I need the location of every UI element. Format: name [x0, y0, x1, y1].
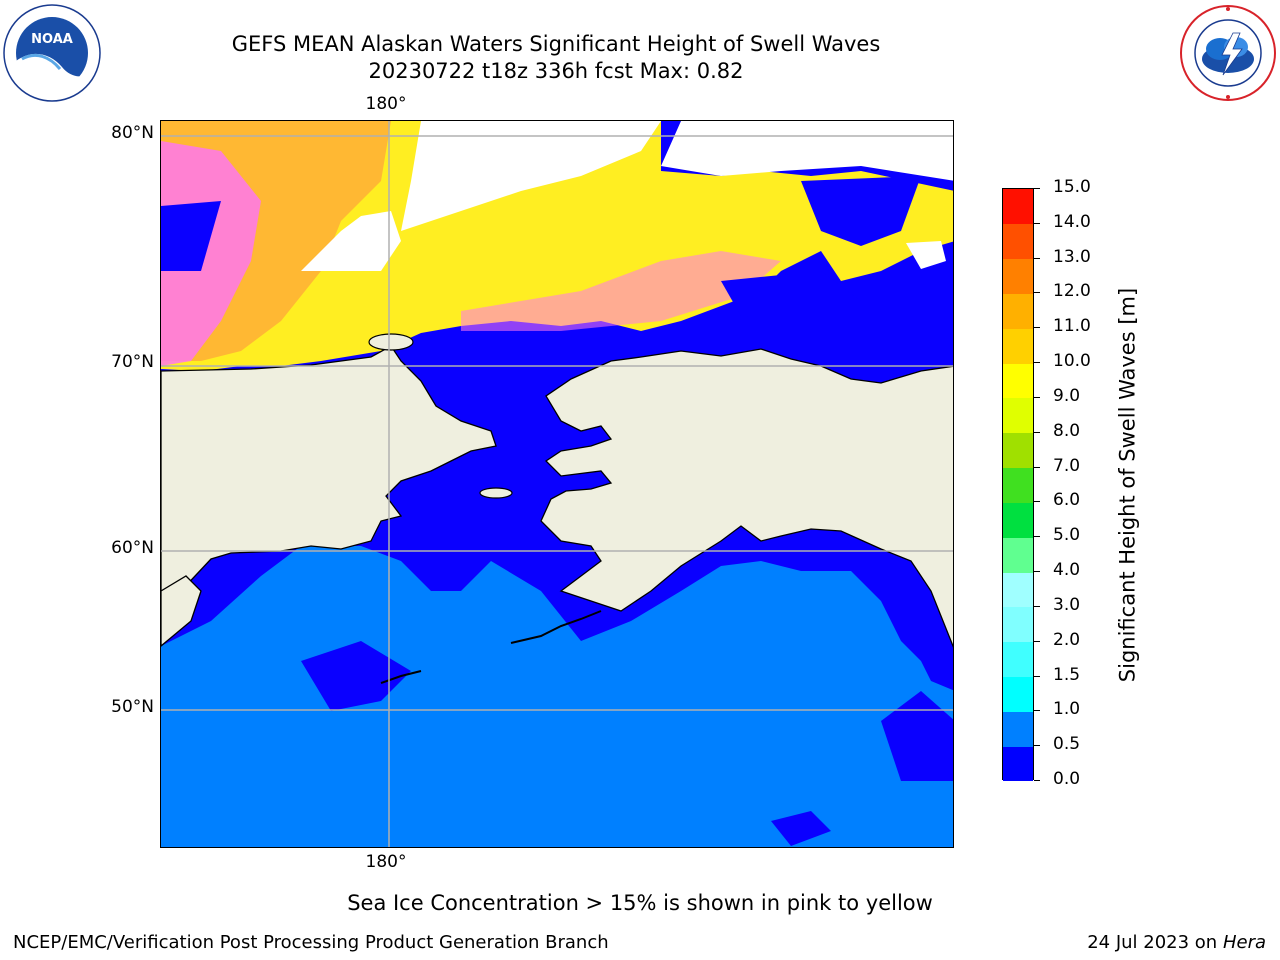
colorbar-tick: [1034, 605, 1040, 607]
colorbar-tick: [1034, 675, 1040, 677]
lat-label-80n: 80°N: [111, 123, 154, 143]
colorbar-segment: [1003, 711, 1033, 747]
open-water-pocket: [721, 271, 861, 321]
map-canvas: [161, 121, 953, 847]
colorbar-tick-label: 1.5: [1053, 664, 1081, 685]
map-panel: [160, 120, 954, 848]
ocean-swell-0-5-region: [161, 546, 953, 847]
footer-date: 24 Jul 2023 on Hera: [1087, 932, 1266, 953]
chart-title: GEFS MEAN Alaskan Waters Significant Hei…: [231, 32, 881, 56]
lat-label-70n: 70°N: [111, 352, 154, 372]
ocean-swell-0-5-pocket: [771, 811, 831, 846]
colorbar-tick-label: 13.0: [1053, 246, 1091, 267]
no-data-area: [401, 121, 661, 231]
colorbar-tick: [1034, 431, 1040, 433]
colorbar-segment: [1003, 328, 1033, 364]
colorbar-tick-label: 1.0: [1053, 699, 1081, 720]
colorbar-tick-label: 0.0: [1053, 769, 1081, 789]
chart-subtitle: 20230722 t18z 336h fcst Max: 0.82: [368, 59, 744, 83]
colorbar-segment: [1003, 363, 1033, 399]
colorbar-segment: [1003, 606, 1033, 643]
footer-date-text: 24 Jul 2023 on: [1087, 932, 1223, 953]
colorbar-tick-label: 9.0: [1053, 385, 1081, 406]
colorbar-tick: [1034, 640, 1040, 642]
lat-label-50n: 50°N: [111, 697, 154, 717]
colorbar-segment: [1003, 189, 1033, 225]
colorbar-segment: [1003, 746, 1033, 782]
open-water-pocket: [801, 176, 921, 246]
colorbar-segment: [1003, 502, 1033, 538]
colorbar-tick-label: 2.0: [1053, 629, 1081, 650]
colorbar-tick-label: 6.0: [1053, 490, 1081, 511]
colorbar-tick-label: 11.0: [1053, 316, 1091, 337]
colorbar-tick: [1034, 501, 1040, 503]
colorbar-tick: [1034, 222, 1040, 224]
svg-text:NOAA: NOAA: [31, 32, 73, 47]
sea-ice-pink: [161, 141, 261, 366]
ocean-swell-0-5-pocket: [301, 641, 411, 711]
st-lawrence-island: [479, 487, 513, 499]
footer-host: Hera: [1222, 932, 1266, 953]
colorbar-tick-label: 3.0: [1053, 594, 1081, 615]
colorbar-segment: [1003, 432, 1033, 469]
colorbar-tick-label: 8.0: [1053, 420, 1081, 441]
colorbar-tick-label: 7.0: [1053, 455, 1081, 476]
colorbar-tick: [1034, 327, 1040, 329]
colorbar-tick: [1034, 257, 1040, 259]
colorbar-segment: [1003, 537, 1033, 573]
ice-caption: Sea Ice Concentration > 15% is shown in …: [347, 891, 933, 915]
open-water-pocket: [161, 201, 221, 271]
colorbar-tick: [1034, 188, 1040, 189]
colorbar: [1002, 188, 1034, 782]
colorbar-tick-label: 4.0: [1053, 560, 1081, 581]
no-data-area: [906, 241, 946, 269]
colorbar-tick: [1034, 710, 1040, 712]
colorbar-tick-label: 0.5: [1053, 734, 1081, 755]
colorbar-tick: [1034, 292, 1040, 294]
ocean-swell-0-5-pocket: [881, 691, 953, 781]
noaa-logo: NOAA: [2, 3, 102, 103]
colorbar-tick: [1034, 396, 1040, 398]
colorbar-tick-label: 12.0: [1053, 281, 1091, 302]
land-kamchatka: [161, 575, 202, 647]
wrangel-island: [368, 333, 414, 351]
colorbar-segment: [1003, 397, 1033, 434]
footer-credit: NCEP/EMC/Verification Post Processing Pr…: [13, 932, 609, 953]
colorbar-tick-label: 15.0: [1053, 177, 1091, 197]
colorbar-tick: [1034, 745, 1040, 747]
colorbar-segment: [1003, 223, 1033, 260]
aleutian-islands: [380, 670, 422, 684]
colorbar-segment: [1003, 467, 1033, 503]
colorbar-tick: [1034, 466, 1040, 468]
colorbar-segment: [1003, 641, 1033, 678]
no-data-area: [661, 121, 953, 181]
lon-label-bottom: 180°: [365, 852, 407, 872]
colorbar-segment: [1003, 258, 1033, 294]
colorbar-title: Significant Height of Swell Waves [m]: [1115, 287, 1140, 683]
colorbar-segment: [1003, 676, 1033, 712]
lon-label-top: 180°: [365, 94, 407, 114]
colorbar-tick: [1034, 536, 1040, 538]
colorbar-segment: [1003, 572, 1033, 608]
colorbar-tick: [1034, 362, 1040, 364]
colorbar-tick: [1034, 780, 1040, 781]
land-alaska: [540, 348, 953, 648]
sea-ice-pink-edge: [461, 251, 781, 331]
colorbar-tick-label: 5.0: [1053, 525, 1081, 546]
lat-label-60n: 60°N: [111, 538, 154, 558]
colorbar-segment: [1003, 293, 1033, 329]
map-gridlines: [161, 121, 953, 847]
nws-logo: [1178, 3, 1278, 103]
colorbar-tick: [1034, 571, 1040, 573]
colorbar-tick-label: 14.0: [1053, 211, 1091, 232]
no-data-area: [301, 211, 401, 271]
aleutian-islands: [510, 610, 602, 644]
land-siberia: [161, 345, 497, 612]
colorbar-tick-label: 10.0: [1053, 351, 1091, 372]
